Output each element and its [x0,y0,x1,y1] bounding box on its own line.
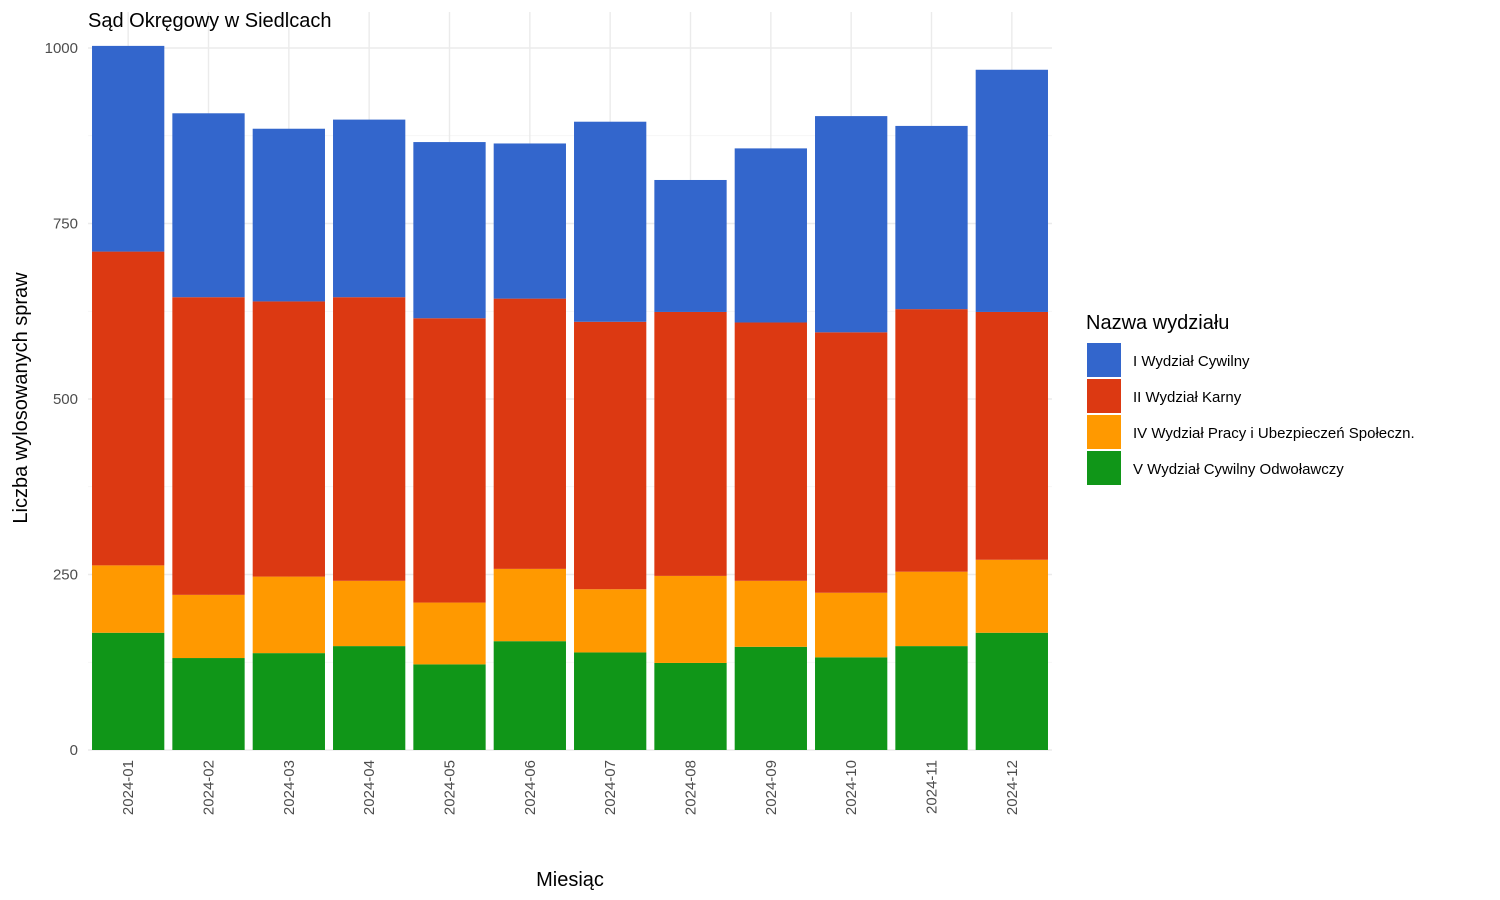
legend-swatch [1087,343,1121,377]
bar-segment [92,632,165,750]
bar-segment [734,646,807,750]
bar-segment [574,321,647,590]
x-tick-label: 2024-01 [120,760,137,815]
bar-segment [333,646,406,750]
bar-segment [413,142,486,319]
bar-segment [252,128,325,302]
legend-label: II Wydział Karny [1133,389,1242,406]
x-tick-label: 2024-11 [924,760,941,814]
bar-segment [252,301,325,577]
bar-segment [333,119,406,298]
bar-segment [252,653,325,750]
bar-segment [493,298,566,569]
chart-title: Sąd Okręgowy w Siedlcach [88,10,331,32]
bar-segment [92,45,165,252]
bar-segment [734,580,807,647]
bar-segment [92,251,165,566]
legend-swatch [1087,415,1121,449]
y-tick-label: 250 [53,567,78,584]
bar-segment [815,116,888,333]
bar-segment [493,568,566,642]
x-tick-label: 2024-06 [522,760,539,815]
bar-segment [172,658,245,750]
bar-segment [734,148,807,323]
bar-segment [895,125,968,310]
bar-segment [734,322,807,581]
bar-segment [333,297,406,581]
x-tick-label: 2024-02 [201,760,218,815]
bar-segment [815,332,888,593]
bar-segment [895,646,968,750]
bar-segment [574,589,647,653]
legend: Nazwa wydziału I Wydział Cywilny II Wydzi… [1086,312,1415,485]
bar-segment [172,594,245,659]
bar-segment [975,632,1048,750]
bar-segment [172,113,245,298]
y-axis-title: Liczba wylosowanych spraw [10,272,32,524]
x-axis-title: Miesiąc [536,869,604,891]
x-tick-label: 2024-07 [602,760,619,815]
y-axis-ticks: 0 250 500 750 1000 [45,40,78,759]
legend-label: V Wydział Cywilny Odwoławczy [1133,461,1344,478]
bar-segment [815,592,888,658]
y-tick-label: 0 [70,742,78,759]
y-tick-label: 750 [53,216,78,233]
bar-segment [895,571,968,647]
x-tick-label: 2024-05 [442,760,459,815]
legend-label: IV Wydział Pracy i Ubezpieczeń Społeczn. [1133,425,1415,442]
x-tick-label: 2024-10 [843,760,860,815]
x-tick-label: 2024-04 [361,760,378,815]
bar-segment [895,309,968,572]
bar-segment [975,311,1048,560]
bar-segment [975,69,1048,312]
bar-segment [975,559,1048,633]
legend-label: I Wydział Cywilny [1133,353,1250,370]
bar-segment [413,318,486,603]
bar-segment [654,311,727,576]
bar-segment [654,575,727,663]
bar-segment [574,121,647,322]
legend-title: Nazwa wydziału [1086,312,1229,334]
bar-segment [92,565,165,633]
bar-segment [574,652,647,750]
legend-swatch [1087,451,1121,485]
bar-segment [654,662,727,750]
bar-segment [815,657,888,750]
y-tick-label: 1000 [45,40,78,57]
bar-segment [413,664,486,750]
y-tick-label: 500 [53,391,78,408]
bar-segment [252,576,325,654]
bar-segment [493,143,566,299]
x-tick-label: 2024-08 [683,760,700,815]
x-axis-ticks: 2024-01 2024-02 2024-03 2024-04 2024-05 2024-… [120,760,1021,815]
x-tick-label: 2024-12 [1004,760,1021,815]
bar-segment [413,602,486,665]
legend-swatch [1087,379,1121,413]
bar-segment [493,641,566,750]
bar-segment [172,297,245,595]
bars [92,45,1048,750]
bar-segment [333,580,406,647]
x-tick-label: 2024-03 [281,760,298,815]
bar-segment [654,179,727,312]
x-tick-label: 2024-09 [763,760,780,815]
